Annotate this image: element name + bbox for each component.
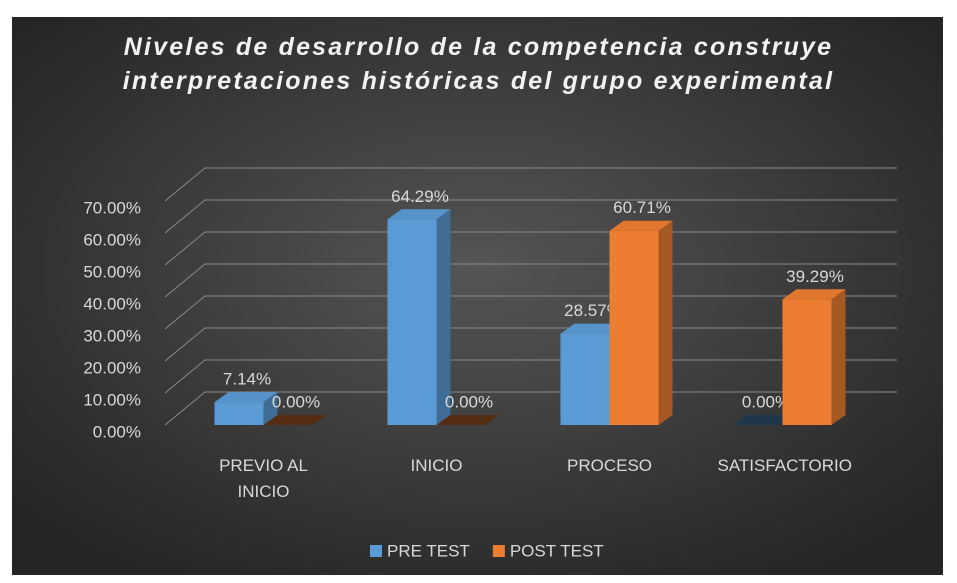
bar [560,333,610,425]
chart-title: Niveles de desarrollo de la competencia … [122,33,835,95]
bar-side [263,392,278,425]
y-tick-label: 20.00% [83,358,141,377]
data-label: 0.00% [272,392,320,411]
legend-swatch [492,545,505,557]
x-tick-label: SATISFACTORIO [717,456,852,475]
grid-line [164,167,897,202]
bar-side [436,209,451,425]
y-tick-label: 10.00% [83,390,141,409]
data-label: 0.00% [742,392,790,411]
bar [387,219,437,425]
y-tick-label: 70.00% [83,198,141,217]
data-label: 39.29% [786,267,844,286]
bar-side [658,220,673,425]
legend-swatch [370,545,382,557]
bar-top [263,415,327,425]
data-label: 0.00% [445,392,493,411]
data-label: 64.29% [391,187,449,206]
y-tick-label: 60.00% [83,230,141,249]
bar-top [609,220,673,231]
x-tick-label: PROCESO [566,456,653,475]
y-tick-label: 0.00% [93,422,141,441]
grid-line [164,199,897,234]
y-tick-label: 40.00% [83,294,141,313]
data-label: 28.57% [564,301,622,320]
bar-top [387,209,451,220]
bar [782,299,832,425]
bar-top [436,415,500,425]
bar [214,402,264,425]
y-tick-label: 30.00% [83,326,141,345]
bar-top [214,392,278,403]
bar-top [560,323,624,334]
bar-top [782,289,846,300]
x-tick-label: INICIO [410,456,463,475]
legend-label: PRE TEST [387,541,470,560]
bar [609,230,659,425]
legend-label: POST TEST [510,541,604,560]
bar-top [733,415,797,425]
data-label: 60.71% [613,198,671,217]
data-label: 7.14% [223,370,271,389]
bar-side [831,289,846,425]
x-tick-label: PREVIO AL INICIO [219,456,308,501]
y-tick-label: 50.00% [83,262,141,281]
